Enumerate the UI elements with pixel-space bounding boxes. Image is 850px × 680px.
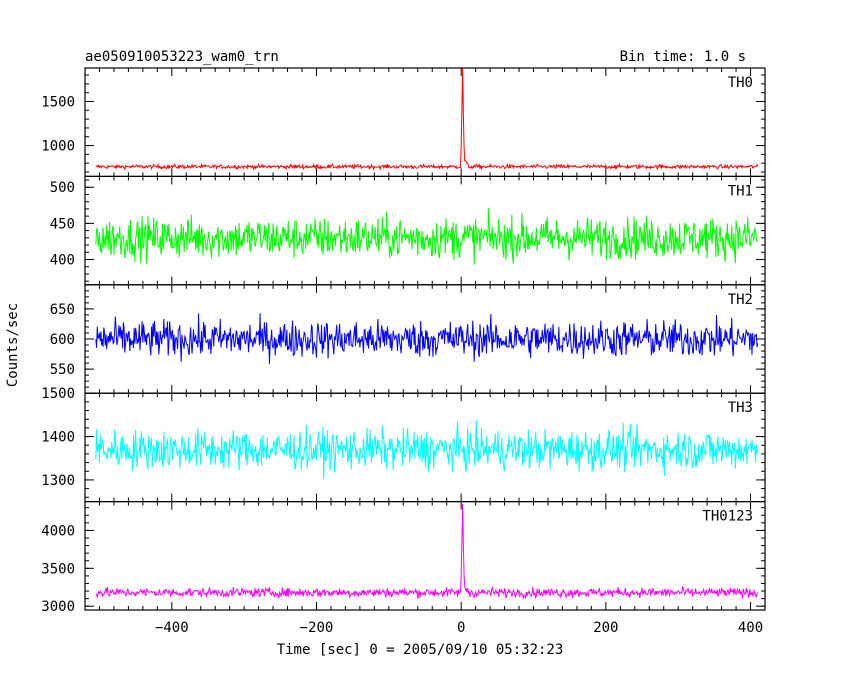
y-tick-label: 650 [50, 302, 75, 318]
y-tick-label: 3500 [41, 561, 75, 577]
panel-frame [84, 67, 766, 178]
series-name-th1: TH1 [728, 183, 753, 199]
series-name-th2: TH2 [728, 292, 753, 308]
x-tick-label: 200 [593, 620, 618, 636]
y-axis-label: Counts/sec [5, 303, 21, 387]
x-tick-label: −200 [300, 620, 334, 636]
series-name-th3: TH3 [728, 400, 753, 416]
y-tick-label: 4000 [41, 523, 75, 539]
y-tick-label: 400 [50, 253, 75, 269]
series-line-th0123 [95, 503, 759, 600]
panel-th1: 400 450 500 TH1 [50, 175, 766, 286]
y-tick-label: 600 [50, 332, 75, 348]
panel-frame [84, 501, 766, 611]
panel-th3: 1300 1400 1500 TH3 [41, 386, 766, 503]
series-line-th3 [95, 420, 759, 480]
y-tick-label: 1400 [41, 430, 75, 446]
y-tick-label: 1000 [41, 139, 75, 155]
x-axis-label: Time [sec] 0 = 2005/09/10 05:32:23 [277, 642, 564, 658]
panel-th0123: 3000 3500 4000 TH0123 [41, 501, 766, 615]
panel-th0: 1000 1500 TH0 [41, 67, 766, 178]
y-tick-label: 3000 [41, 599, 75, 615]
series-line-th1 [95, 207, 759, 265]
chart-title-right: Bin time: 1.0 s [620, 49, 746, 65]
series-name-th0123: TH0123 [702, 509, 753, 525]
x-axis: −400 −200 0 200 400 [155, 620, 763, 636]
chart-title-left: ae050910053223_wam0_trn [85, 49, 279, 65]
y-tick-label: 1300 [41, 473, 75, 489]
y-tick-label: 450 [50, 216, 75, 232]
x-tick-label: −400 [155, 620, 189, 636]
panel-th2: 550 600 650 TH2 [50, 284, 766, 394]
y-tick-label: 500 [50, 180, 75, 196]
y-tick-label: 550 [50, 362, 75, 378]
series-line-th2 [95, 313, 759, 364]
y-tick-label: 1500 [41, 386, 75, 402]
series-line-th0 [95, 68, 759, 171]
x-tick-label: 0 [457, 620, 465, 636]
series-name-th0: TH0 [728, 75, 753, 91]
x-tick-label: 400 [738, 620, 763, 636]
y-tick-label: 1500 [41, 94, 75, 110]
